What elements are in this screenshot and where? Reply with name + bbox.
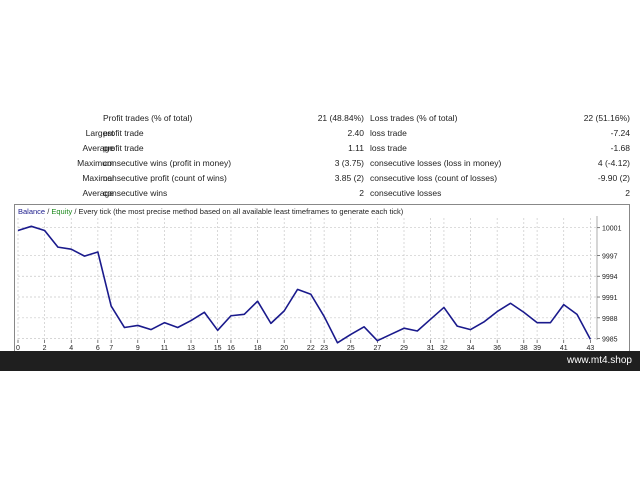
row-label-profit: profit trade [103, 143, 144, 153]
row-label-loss: consecutive losses (loss in money) [370, 158, 502, 168]
x-tick-label: 29 [400, 345, 408, 351]
row-label-profit: consecutive wins [103, 188, 168, 198]
legend-separator: / [45, 207, 52, 216]
row-label-loss: consecutive loss (count of losses) [370, 173, 498, 183]
report-row: Maximal consecutive profit (count of win… [0, 171, 640, 186]
footer-bar: www.mt4.shop [0, 351, 640, 371]
row-left-label: Average [82, 143, 114, 153]
y-tick-label: 9985 [602, 337, 618, 344]
x-tick-label: 9 [136, 345, 140, 351]
x-tick-label: 11 [161, 345, 168, 351]
statistics-report: Profit trades (% of total) 21 (48.84%) L… [0, 110, 640, 200]
x-tick-label: 43 [586, 345, 594, 351]
row-left-label: Maximal [82, 173, 114, 183]
y-tick-label: 9994 [602, 274, 618, 281]
row-value-loss: 2 [625, 188, 630, 198]
legend-equity: Equity [51, 207, 73, 216]
report-row: Average profit trade 1.11 loss trade -1.… [0, 141, 640, 156]
x-tick-label: 31 [427, 345, 435, 351]
row-label-profit: consecutive profit (count of wins) [103, 173, 227, 183]
footer-site-label: www.mt4.shop [566, 355, 632, 366]
x-tick-label: 25 [347, 345, 355, 351]
x-tick-label: 4 [69, 345, 73, 351]
x-tick-label: 13 [187, 345, 195, 351]
row-label-loss: consecutive losses [370, 188, 442, 198]
row-value-profit: 1.11 [348, 143, 364, 153]
row-value-profit: 3 (3.75) [334, 158, 364, 168]
row-label-loss: loss trade [370, 143, 407, 153]
x-tick-label: 22 [307, 345, 315, 351]
report-row: Maximum consecutive wins (profit in mone… [0, 156, 640, 171]
x-tick-label: 2 [43, 345, 47, 351]
top-blank-band [0, 0, 640, 110]
x-tick-label: 23 [320, 345, 328, 351]
x-tick-label: 36 [493, 345, 501, 351]
legend-description: / Every tick (the most precise method ba… [72, 207, 404, 216]
x-tick-label: 15 [214, 345, 222, 351]
report-row: Average consecutive wins 2 consecutive l… [0, 186, 640, 201]
y-tick-label: 10001 [602, 226, 622, 233]
row-value-loss: -9.90 (2) [597, 173, 630, 183]
balance-series-line [17, 225, 592, 344]
bottom-blank-band [0, 371, 640, 480]
x-tick-label: 6 [96, 345, 100, 351]
row-value-loss: -7.24 [610, 128, 630, 138]
y-tick-label: 9991 [602, 295, 618, 302]
report-row: Largest profit trade 2.40 loss trade -7.… [0, 126, 640, 141]
row-value-loss: -1.68 [610, 143, 630, 153]
x-tick-label: 18 [254, 345, 262, 351]
row-value-loss: 4 (-4.12) [597, 158, 630, 168]
y-tick-label: 9988 [602, 316, 618, 323]
row-left-label: Maximum [77, 158, 114, 168]
row-value-loss: 22 (51.16%) [583, 113, 630, 123]
x-tick-label: 39 [533, 345, 541, 351]
legend-balance: Balance [18, 207, 46, 216]
x-tick-label: 34 [467, 345, 475, 351]
row-label-profit: profit trade [103, 128, 144, 138]
x-tick-label: 7 [109, 345, 113, 351]
row-value-profit: 2.40 [347, 128, 364, 138]
x-tick-label: 16 [227, 345, 235, 351]
row-left-label: Average [82, 188, 114, 198]
x-tick-label: 20 [280, 345, 288, 351]
row-value-profit: 2 [359, 188, 364, 198]
chart-legend: Balance / Equity / Every tick (the most … [18, 207, 403, 216]
y-tick-label: 9997 [602, 253, 618, 260]
row-label-loss: Loss trades (% of total) [370, 113, 458, 123]
row-label-loss: loss trade [370, 128, 407, 138]
x-tick-label: 38 [520, 345, 528, 351]
x-tick-label: 41 [560, 345, 568, 351]
report-row: Profit trades (% of total) 21 (48.84%) L… [0, 111, 640, 126]
row-value-profit: 21 (48.84%) [317, 113, 364, 123]
chart-plot: 10001 9997 9994 9991 9988 9985 0 2 4 6 7 9 11 13 15 16 1… [16, 216, 622, 351]
x-tick-label: 27 [373, 345, 381, 351]
x-tick-label: 0 [16, 345, 20, 351]
row-label-profit: Profit trades (% of total) [103, 113, 193, 123]
row-label-profit: consecutive wins (profit in money) [103, 158, 232, 168]
row-value-profit: 3.85 (2) [334, 173, 364, 183]
balance-chart: Balance / Equity / Every tick (the most … [14, 204, 630, 352]
row-left-label: Largest [85, 128, 114, 138]
x-tick-label: 32 [440, 345, 448, 351]
